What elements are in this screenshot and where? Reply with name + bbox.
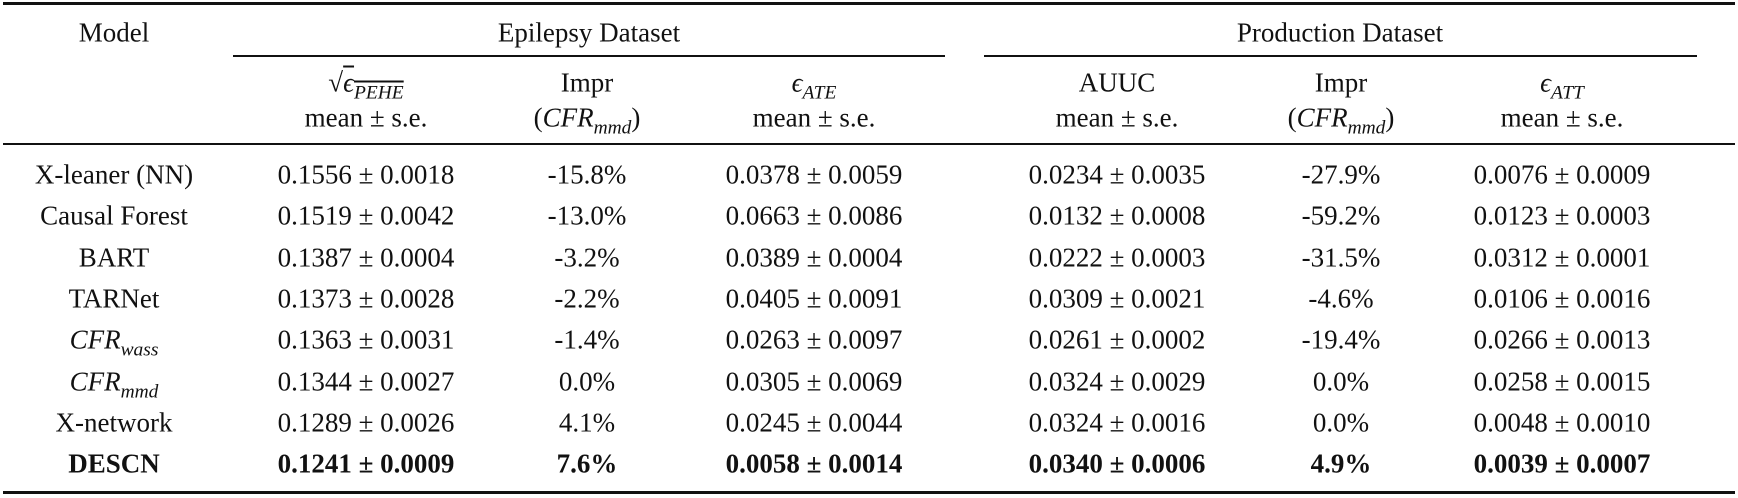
subscript: mmd	[593, 117, 632, 139]
row-model: BART	[78, 242, 150, 273]
cell: 0.0258 ± 0.0015	[1473, 366, 1651, 396]
row-model: CFRwass	[69, 324, 159, 360]
cell: 0.0405 ± 0.0091	[725, 283, 903, 314]
cell: 0.0039 ± 0.0007	[1473, 448, 1651, 479]
column-stat: mean ± s.e.	[752, 102, 876, 133]
top-rule	[3, 2, 1735, 5]
cell: -19.4%	[1301, 324, 1381, 355]
group-rule	[233, 55, 945, 57]
cell: -59.2%	[1301, 200, 1381, 231]
cell: 0.0324 ± 0.0029	[1028, 366, 1206, 396]
cell: 0.0106 ± 0.0016	[1473, 283, 1651, 314]
paren: (	[1287, 102, 1297, 133]
radical: √	[328, 67, 344, 98]
cell: 0.1241 ± 0.0009	[277, 448, 455, 479]
column-metric: Impr	[1314, 67, 1368, 98]
cell: 0.0222 ± 0.0003	[1028, 242, 1206, 273]
cell: 0.0663 ± 0.0086	[725, 200, 903, 231]
cell: 0.0263 ± 0.0097	[725, 324, 903, 355]
cell: 0.0%	[1312, 407, 1370, 438]
cell: 4.1%	[558, 407, 616, 438]
column-stat: (CFRmmd)	[533, 102, 641, 138]
cell: 0.0132 ± 0.0008	[1028, 200, 1206, 231]
cell: 0.0076 ± 0.0009	[1473, 159, 1651, 190]
cell: 0.0123 ± 0.0003	[1473, 200, 1651, 231]
paren: )	[631, 102, 641, 133]
cell: -31.5%	[1301, 242, 1381, 273]
cell: 0.0261 ± 0.0002	[1028, 324, 1206, 355]
cell: 0.0234 ± 0.0035	[1028, 159, 1206, 190]
column-stat: mean ± s.e.	[1500, 102, 1624, 133]
cell: 0.1519 ± 0.0042	[277, 200, 455, 231]
cell: 0.0058 ± 0.0014	[725, 448, 903, 479]
group-title: Epilepsy Dataset	[497, 17, 681, 48]
cell: 0.0%	[558, 366, 616, 396]
cell: 0.1344 ± 0.0027	[277, 366, 455, 396]
cell: 0.0389 ± 0.0004	[725, 242, 903, 273]
symbol: ϵ	[1540, 67, 1552, 98]
cell: -15.8%	[547, 159, 627, 190]
cell: -13.0%	[547, 200, 627, 231]
row-model: TARNet	[68, 283, 160, 314]
group-title: Production Dataset	[1236, 17, 1444, 48]
cell: 0.0312 ± 0.0001	[1473, 242, 1651, 273]
row-model: X-leaner (NN)	[34, 159, 194, 190]
column-stat: mean ± s.e.	[304, 102, 428, 133]
cell: -27.9%	[1301, 159, 1381, 190]
bottom-rule	[3, 491, 1735, 494]
header-model: Model	[78, 17, 150, 48]
subscript: ATE	[802, 82, 837, 104]
row-model: Causal Forest	[40, 200, 188, 231]
cell: -4.6%	[1308, 283, 1374, 314]
group-rule	[984, 55, 1697, 57]
cell: 0.0378 ± 0.0059	[725, 159, 903, 190]
column-metric: AUUC	[1078, 67, 1156, 98]
paren: )	[1385, 102, 1395, 133]
cell: 0.0305 ± 0.0069	[725, 366, 903, 396]
cell: -2.2%	[554, 283, 620, 314]
column-metric: Impr	[560, 67, 614, 98]
symbol: CFR	[69, 324, 121, 355]
column-stat: (CFRmmd)	[1287, 102, 1395, 138]
cell: 0.1373 ± 0.0028	[277, 283, 455, 314]
cell: 0.1387 ± 0.0004	[277, 242, 455, 273]
cell: 0.0324 ± 0.0016	[1028, 407, 1206, 438]
subscript: mmd	[120, 380, 159, 402]
cell: 0.0309 ± 0.0021	[1028, 283, 1206, 314]
cell: 0.1289 ± 0.0026	[277, 407, 455, 438]
row-model: DESCN	[68, 448, 160, 479]
column-stat: mean ± s.e.	[1055, 102, 1179, 133]
symbol: ϵ	[791, 67, 803, 98]
cell: 4.9%	[1310, 448, 1372, 479]
symbol: CFR	[542, 102, 594, 133]
symbol: CFR	[1296, 102, 1348, 133]
cell: -3.2%	[554, 242, 620, 273]
cell: 0.0245 ± 0.0044	[725, 407, 903, 438]
cell: 0.1363 ± 0.0031	[277, 324, 455, 355]
cell: -1.4%	[554, 324, 620, 355]
row-model: X-network	[55, 407, 173, 438]
cell: 0.1556 ± 0.0018	[277, 159, 455, 190]
row-model: CFRmmd	[69, 366, 159, 402]
cell: 0.0048 ± 0.0010	[1473, 407, 1651, 438]
column-metric: ϵATT	[1540, 67, 1584, 103]
symbol: CFR	[69, 366, 121, 396]
column-metric: √ϵPEHE	[328, 67, 404, 103]
symbol: ϵ	[343, 67, 355, 98]
column-metric: ϵATE	[791, 67, 837, 103]
subscript: ATT	[1551, 82, 1584, 104]
radicand: ϵPEHE	[343, 67, 404, 103]
cell: 0.0%	[1312, 366, 1370, 396]
cell: 0.0266 ± 0.0013	[1473, 324, 1651, 355]
cell: 0.0340 ± 0.0006	[1028, 448, 1206, 479]
subscript: PEHE	[354, 82, 404, 104]
mid-rule	[3, 143, 1735, 145]
subscript: wass	[120, 339, 159, 361]
subscript: mmd	[1347, 117, 1386, 139]
paren: (	[533, 102, 543, 133]
cell: 7.6%	[556, 448, 618, 479]
